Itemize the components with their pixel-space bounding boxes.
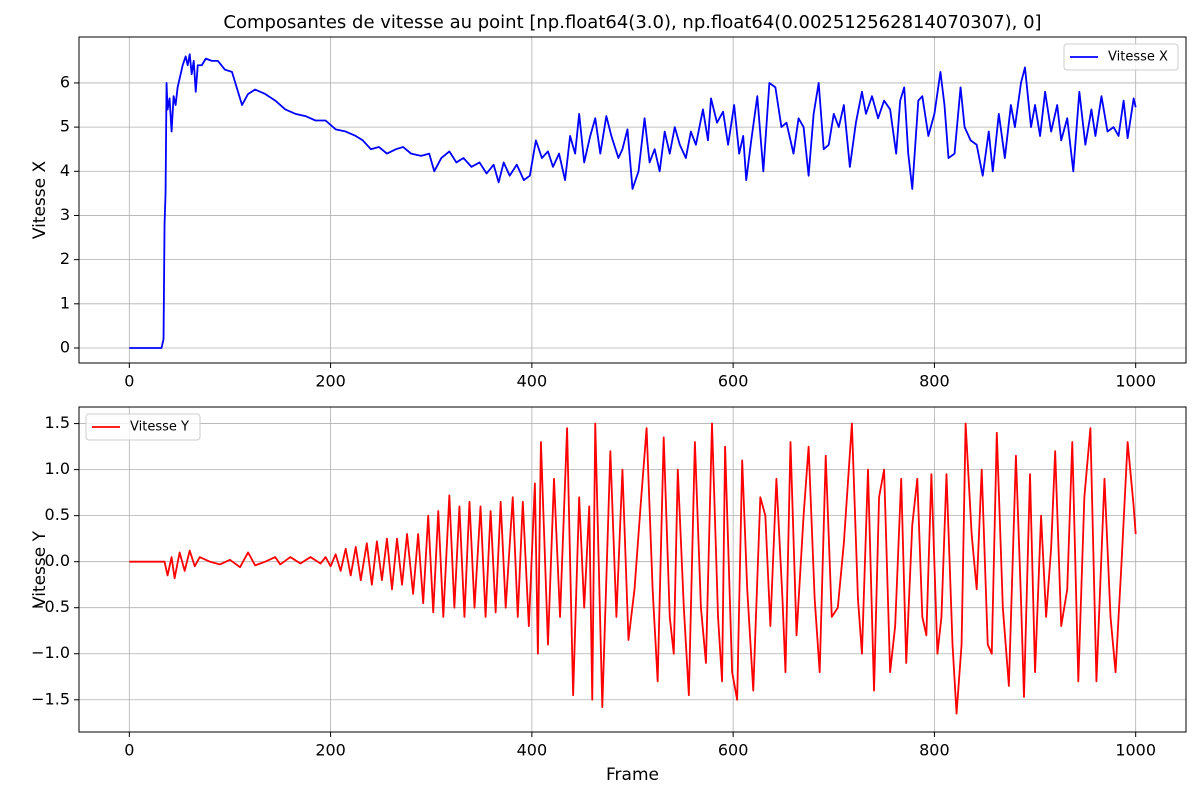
x-tick-label: 400 (517, 741, 548, 760)
x-tick-label: 600 (718, 741, 749, 760)
y-tick-label: 3 (60, 205, 70, 224)
y-tick-label: 0.0 (45, 551, 70, 570)
y-tick-label: −1.5 (31, 689, 70, 708)
y-tick-label: 2 (60, 249, 70, 268)
y-tick-label: 6 (60, 72, 70, 91)
y-axis-label: Vitesse X (30, 160, 50, 239)
data-line (129, 53, 1137, 349)
axes-frame (78, 36, 1187, 364)
x-tick-label: 800 (919, 372, 950, 391)
x-tick-label: 200 (315, 372, 346, 391)
x-tick-label: 1000 (1115, 741, 1156, 760)
x-axis-label: Frame (606, 765, 659, 785)
axes-frame (78, 406, 1187, 733)
legend-label: Vitesse X (1108, 50, 1168, 65)
x-tick-label: 200 (315, 741, 346, 760)
y-tick-label: 1 (60, 293, 70, 312)
y-tick-label: 0 (60, 337, 70, 356)
data-line (129, 422, 1137, 715)
y-tick-label: 4 (60, 161, 70, 180)
x-tick-label: 600 (718, 372, 749, 391)
x-tick-label: 800 (919, 741, 950, 760)
x-tick-label: 0 (124, 372, 134, 391)
subplot: 0 200 400 600 800 1000 0 1 2 3 4 5 6 Composantes de v… (30, 12, 1187, 391)
subplot: 0 200 400 600 800 1000 −1.5 −1.0 −0.5 0.0 0.5 1.0 1.… (30, 406, 1187, 785)
x-tick-label: 0 (124, 741, 134, 760)
chart-title: Composantes de vitesse au point [np.floa… (223, 12, 1041, 33)
y-axis-label: Vitesse Y (30, 530, 50, 608)
y-tick-label: 1.5 (45, 413, 70, 432)
y-tick-label: 0.5 (45, 505, 70, 524)
x-tick-label: 1000 (1115, 372, 1156, 391)
legend-box (85, 413, 201, 441)
x-tick-label: 400 (517, 372, 548, 391)
y-tick-label: 5 (60, 117, 70, 136)
y-tick-label: 1.0 (45, 459, 70, 478)
legend-label: Vitesse Y (130, 420, 189, 435)
y-tick-label: −0.5 (31, 597, 70, 616)
legend-box (1063, 43, 1179, 71)
y-tick-label: −1.0 (31, 643, 70, 662)
